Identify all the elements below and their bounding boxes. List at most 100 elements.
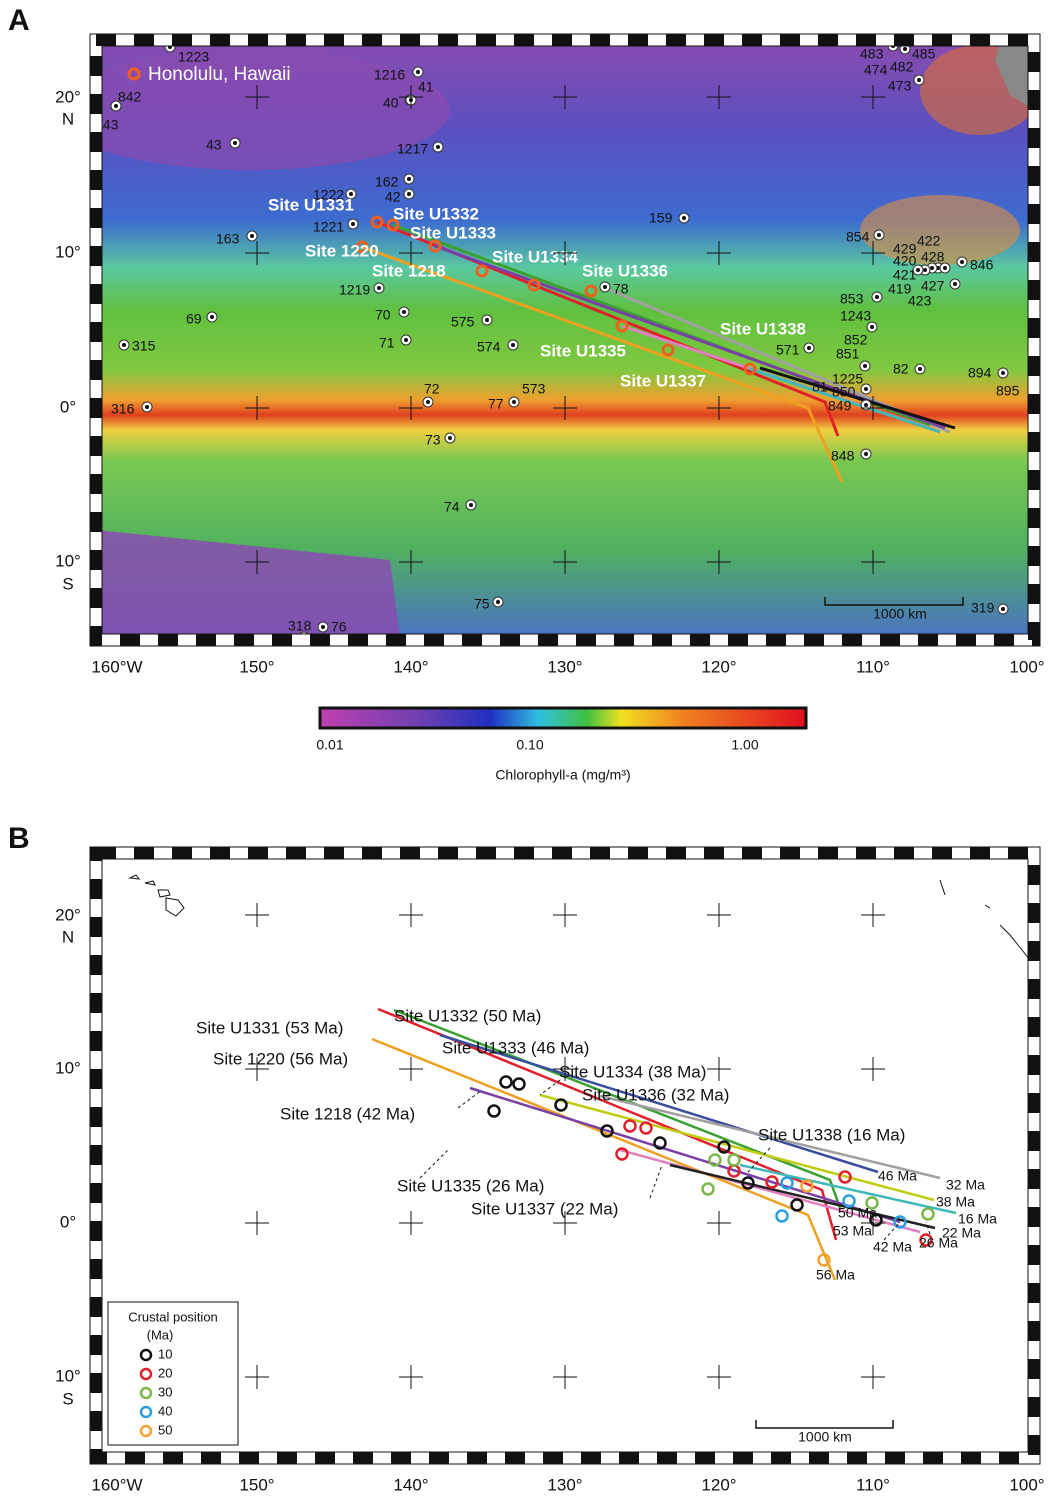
site-number: 854	[846, 229, 870, 245]
page: A122384284312164140431217162421222122116…	[0, 0, 1055, 1499]
site-dot-center	[918, 367, 922, 371]
site-number: 41	[418, 79, 434, 95]
site-dot-center	[407, 177, 411, 181]
site-label: Site 1220 (56 Ma)	[213, 1049, 348, 1068]
grid-cross	[707, 1211, 731, 1235]
age-label: 42 Ma	[873, 1239, 912, 1255]
site-number: 1219	[339, 282, 370, 298]
site-number: 1216	[374, 67, 405, 83]
site-label: Site U1335 (26 Ma)	[397, 1176, 544, 1195]
drill-site-label: Site U1333	[410, 223, 496, 242]
site-number: 571	[776, 342, 800, 358]
crustal-position	[501, 1077, 512, 1088]
site-dot-center	[511, 343, 515, 347]
lon-label: 100°	[1009, 1475, 1044, 1494]
grid-cross	[861, 1365, 885, 1389]
lon-label: 160°W	[91, 1475, 142, 1494]
site-number: 575	[451, 314, 475, 330]
site-number: 846	[970, 257, 994, 273]
drill-site-label: Site U1337	[620, 371, 706, 390]
site-dot-center	[916, 268, 920, 272]
site-dot-center	[960, 260, 964, 264]
legend-label: 50	[158, 1422, 172, 1437]
grid-cross	[399, 1365, 423, 1389]
site-number: 42	[385, 189, 401, 205]
crustal-position	[792, 1200, 803, 1211]
age-label: 50 Ma	[838, 1205, 877, 1221]
leader-line	[650, 1165, 662, 1198]
site-dot-center	[864, 452, 868, 456]
site-dot-center	[496, 600, 500, 604]
site-number: 473	[888, 78, 912, 94]
site-dot-center	[1001, 607, 1005, 611]
lat-label: 0°	[60, 397, 76, 416]
site-dot-center	[864, 403, 868, 407]
site-number: 162	[375, 174, 399, 190]
site-number: 842	[118, 89, 142, 105]
drill-site-label: Site 1220	[305, 241, 379, 260]
site-dot-center	[122, 343, 126, 347]
site-number: 482	[890, 59, 914, 75]
site-dot-center	[233, 141, 237, 145]
crustal-position	[729, 1155, 740, 1166]
site-dot-center	[114, 104, 118, 108]
site-number: 81	[812, 379, 828, 395]
site-number: 77	[488, 396, 504, 412]
lat-label: N	[62, 927, 74, 946]
place-label: Honolulu, Hawaii	[148, 64, 291, 85]
site-dot-center	[807, 346, 811, 350]
site-number: 894	[968, 365, 992, 381]
lat-label: 10°	[55, 551, 81, 570]
drill-site-label: Site U1331	[268, 195, 354, 214]
age-label: 32 Ma	[946, 1177, 985, 1193]
lon-label: 110°	[856, 1475, 890, 1494]
site-number: 69	[186, 311, 202, 327]
lon-label: 140°	[393, 1475, 428, 1494]
site-number: 574	[477, 339, 501, 355]
grid-cross	[245, 1211, 269, 1235]
site-dot-center	[145, 405, 149, 409]
site-number: 71	[379, 335, 395, 351]
grid-cross	[553, 1365, 577, 1389]
lon-label: 150°	[239, 1475, 274, 1494]
figure: A122384284312164140431217162421222122116…	[0, 0, 1055, 1499]
site-number: 319	[971, 600, 995, 616]
site-number: 485	[912, 46, 936, 62]
panel-letter: A	[8, 4, 30, 37]
grid-cross	[553, 903, 577, 927]
site-dot-center	[416, 70, 420, 74]
site-number: 474	[864, 62, 888, 78]
lat-label: 20°	[55, 905, 81, 924]
lon-label: 100°	[1009, 657, 1044, 676]
site-dot-center	[863, 364, 867, 368]
legend-label: 40	[158, 1403, 172, 1418]
site-dot-center	[875, 295, 879, 299]
lon-label: 130°	[547, 1475, 582, 1494]
site-label: Site U1333 (46 Ma)	[442, 1038, 589, 1057]
site-dot-center	[377, 286, 381, 290]
site-dot-center	[870, 325, 874, 329]
grid-cross	[399, 1057, 423, 1081]
site-number: 70	[375, 307, 391, 323]
site-label: Site 1218 (42 Ma)	[280, 1104, 415, 1123]
colorbar-tick-label: 0.10	[516, 737, 543, 753]
site-number: 72	[424, 381, 440, 397]
site-number: 159	[649, 210, 673, 226]
drill-site-label: Site 1218	[372, 261, 446, 280]
site-number: 74	[444, 499, 460, 515]
drill-site-label: Site U1336	[582, 261, 668, 280]
leader-line	[458, 1090, 482, 1108]
panel-letter: B	[8, 822, 30, 855]
lon-label: 130°	[547, 657, 582, 676]
site-number: 82	[893, 361, 909, 377]
site-label: Site U1337 (22 Ma)	[471, 1199, 618, 1218]
site-number: 315	[132, 338, 156, 354]
coastline	[940, 880, 1030, 960]
crustal-position	[514, 1079, 525, 1090]
legend-subtitle: (Ma)	[147, 1327, 174, 1342]
site-dot-center	[407, 192, 411, 196]
scale-bar-label: 1000 km	[798, 1429, 852, 1445]
site-dot-center	[351, 222, 355, 226]
site-dot-center	[402, 310, 406, 314]
site-number: 895	[996, 383, 1020, 399]
